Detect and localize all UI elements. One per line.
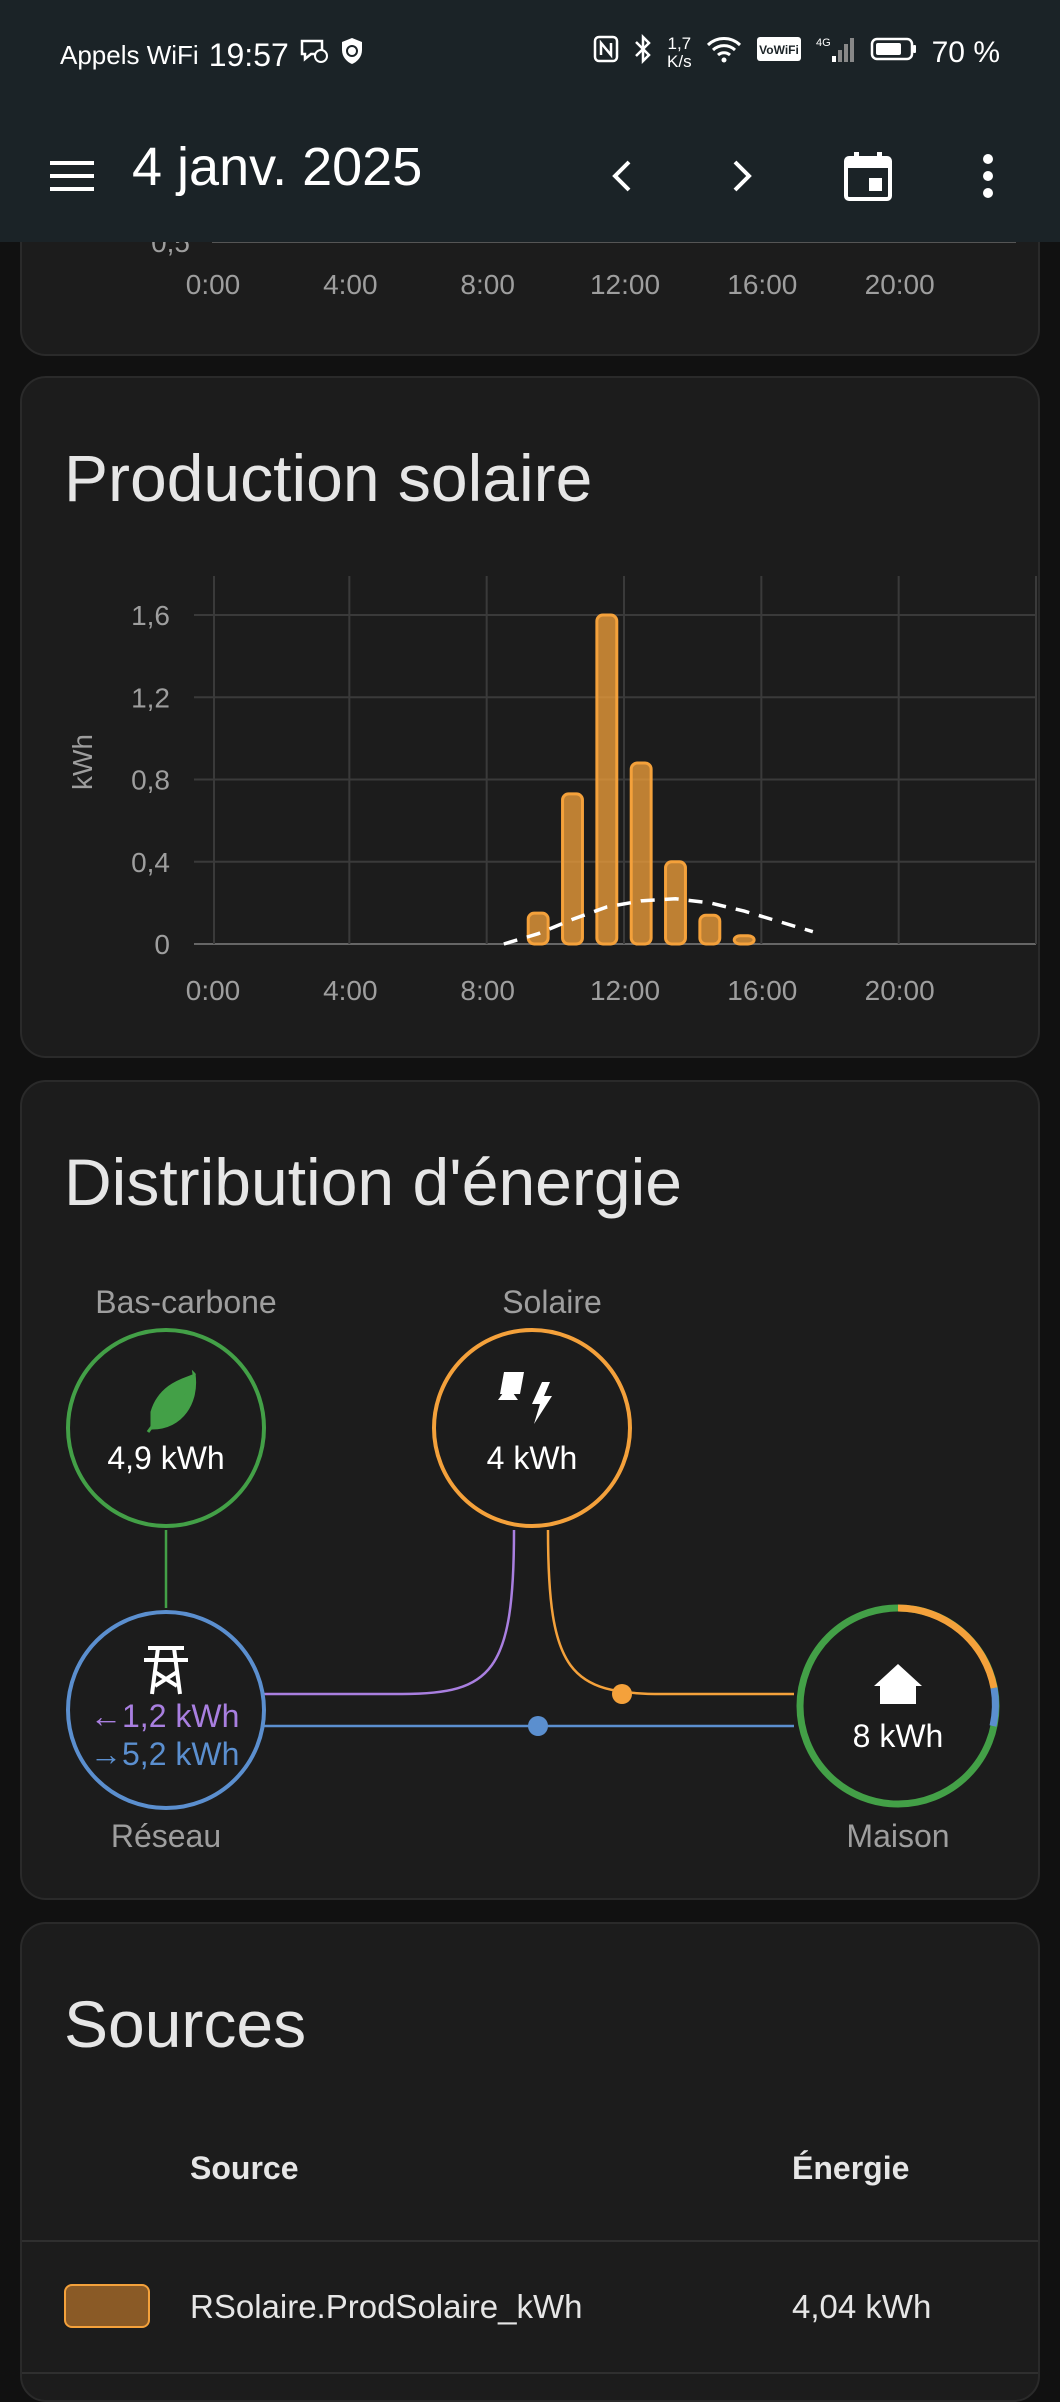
bluetooth-icon [633,33,653,72]
low-carbon-label: Bas-carbone [95,1284,277,1320]
home-icon [874,1664,922,1704]
vowifi-icon: VoWiFi [756,36,802,70]
chevron-left-icon [612,160,631,192]
y-axis-label: kWh [67,734,98,790]
chat-bubble-icon [299,37,329,73]
x-tick-label: 4:00 [323,269,378,300]
low-carbon-node [66,1328,266,1528]
solar-label: Solaire [502,1284,602,1320]
x-tick-label: 16:00 [727,269,797,300]
solar-bar [526,911,550,946]
status-bar: Appels WiFi 19:57 1,7 K/s VoWiFi 4G [0,0,1060,110]
home-label: Maison [846,1818,950,1854]
low-carbon-value: 4,9 kWh [107,1440,225,1476]
energy-column-header[interactable]: Énergie [792,2150,910,2186]
grid-return-value: ←1,2 kWh [90,1698,240,1734]
x-tick-label: 0:00 [186,975,241,1006]
forecast-line [503,897,814,946]
sources-card: Sources Source Énergie RSolaire.ProdSola… [20,1922,1040,2402]
x-tick-label: 20:00 [865,269,935,300]
battery-icon [870,36,918,70]
net-speed: 1,7 K/s [667,34,692,71]
energy-distribution-card: Distribution d'énergie Bas-carbone Solai… [20,1080,1040,1900]
more-options-button[interactable] [958,146,1018,206]
grid-flow-dot [528,1716,548,1736]
y-tick-label: 0,4 [131,847,170,878]
transmission-tower-icon [144,1646,188,1695]
x-tick-label: 12:00 [590,269,660,300]
solar-value: 4 kWh [486,1440,578,1476]
nfc-icon [593,35,619,71]
menu-icon[interactable] [42,146,102,206]
battery-percent: 70 % [931,36,1000,69]
calendar-button[interactable] [836,144,900,208]
solar-bar [664,860,687,946]
x-tick-label: 4:00 [323,975,378,1006]
signal-4g-icon: 4G [816,34,856,72]
solar-to-grid-line [264,1529,516,1696]
y-tick-label: 0,8 [131,765,170,796]
home-grid-arc [989,1687,999,1727]
distribution-card-title: Distribution d'énergie [64,1145,682,1219]
x-tick-label: 0:00 [186,269,241,300]
solar-card-title: Production solaire [64,441,593,515]
source-energy: 4,04 kWh [792,2288,932,2325]
svg-text:4G: 4G [816,37,831,49]
home-solar-arc [897,1604,998,1689]
home-value: 8 kWh [852,1718,944,1754]
carrier-label: Appels WiFi [60,39,199,70]
y-tick-label: 1,6 [131,600,170,631]
calendar-icon [844,152,892,201]
solar-bar [629,761,653,946]
solar-flow-dot [612,1684,632,1704]
solar-bar [561,792,584,946]
grid-label: Réseau [110,1818,222,1854]
x-tick-label: 8:00 [460,975,515,1006]
arrow-right-icon: → [90,1736,122,1772]
wifi-icon [706,35,742,71]
table-row[interactable]: RSolaire.ProdSolaire_kWh 4,04 kWh [22,2242,1038,2374]
solar-production-card: Production solaire kWh 0 0,4 0,8 1,2 1,6 0:00… [20,376,1040,1058]
source-name: RSolaire.ProdSolaire_kWh [190,2288,583,2325]
app-bar: 4 janv. 2025 [0,110,1060,242]
source-column-header[interactable]: Source [190,2150,299,2186]
y-tick-label: 0 [154,929,170,960]
grid-consume-value: →5,2 kWh [90,1736,240,1772]
x-tick-label: 20:00 [865,975,935,1006]
x-tick-label: 12:00 [590,975,660,1006]
table-divider [22,2240,1038,2242]
solar-chart: kWh 0 0,4 0,8 1,2 1,6 0:00 4:00 8:00 12:00 16:00 2… [67,576,1037,1006]
source-color-swatch [64,2284,150,2328]
previous-day-button[interactable] [592,146,652,206]
solar-bar [698,913,722,946]
grid-node [66,1610,266,1810]
more-vert-icon [983,154,993,198]
svg-text:VoWiFi: VoWiFi [759,43,799,57]
x-tick-label: 16:00 [727,975,797,1006]
energy-flow-diagram [66,1328,1000,1810]
chevron-right-icon [733,160,752,192]
leaf-icon [146,1369,197,1433]
next-day-button[interactable] [712,146,772,206]
solar-bar [595,613,619,946]
solar-power-icon [498,1372,552,1424]
shield-icon [339,36,365,74]
page-title: 4 janv. 2025 [132,137,423,197]
clock: 19:57 [208,36,289,73]
sources-card-title: Sources [64,1987,307,2061]
x-tick-label: 8:00 [460,269,515,300]
solar-to-home-line [546,1529,794,1696]
table-divider [22,2372,1038,2374]
solar-bar [732,934,756,946]
solar-node [432,1328,632,1528]
arrow-left-icon: ← [90,1698,122,1734]
y-tick-label: 1,2 [131,682,170,713]
